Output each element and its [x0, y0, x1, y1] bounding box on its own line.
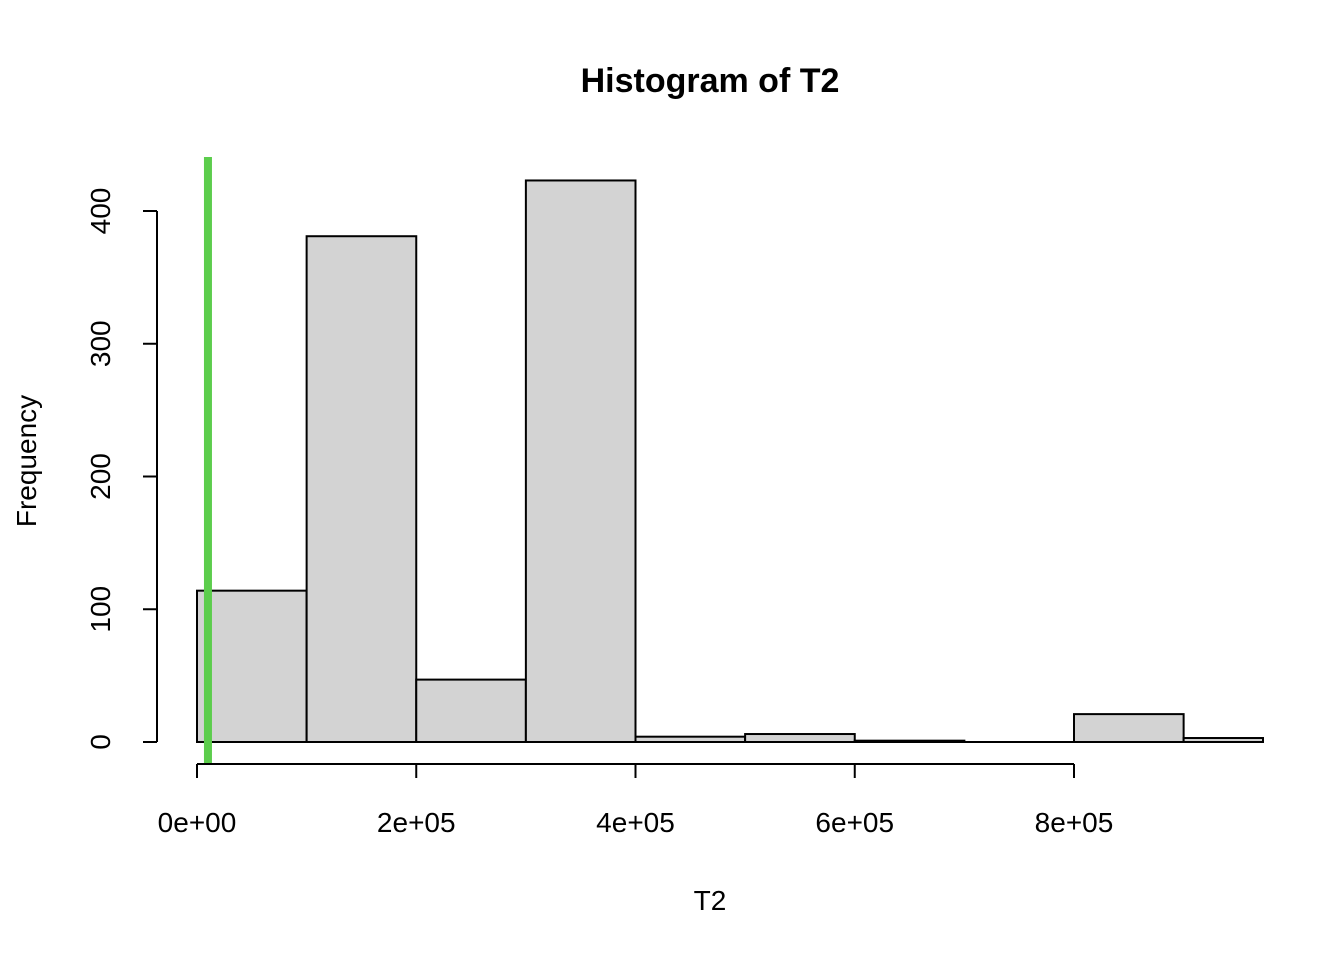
- x-tick-label: 8e+05: [1035, 807, 1114, 838]
- chart-title: Histogram of T2: [581, 62, 840, 100]
- y-tick-label: 400: [85, 188, 116, 235]
- histogram-bar: [634, 735, 747, 744]
- y-axis: 0 100 200 300 400: [85, 188, 158, 750]
- x-tick-label: 2e+05: [377, 807, 456, 838]
- histogram-bar: [853, 739, 966, 743]
- y-tick-label: 300: [85, 320, 116, 367]
- x-tick-label: 4e+05: [596, 807, 675, 838]
- x-tick-label: 0e+00: [158, 807, 237, 838]
- bars-group: [196, 179, 1264, 744]
- y-tick-label: 100: [85, 586, 116, 633]
- histogram-bar: [524, 179, 637, 743]
- histogram-bar: [196, 589, 308, 743]
- histogram-bar: [415, 678, 527, 743]
- y-axis-label: Frequency: [11, 395, 42, 527]
- histogram-bar: [305, 235, 418, 743]
- histogram-bar: [744, 733, 856, 743]
- x-tick-label: 6e+05: [815, 807, 894, 838]
- histogram-bar: [1073, 713, 1185, 743]
- x-axis-label: T2: [694, 885, 727, 916]
- y-tick-label: 0: [85, 734, 116, 750]
- histogram-bar: [1182, 737, 1264, 744]
- x-axis: 0e+00 2e+05 4e+05 6e+05 8e+05: [158, 763, 1114, 838]
- y-tick-label: 200: [85, 453, 116, 500]
